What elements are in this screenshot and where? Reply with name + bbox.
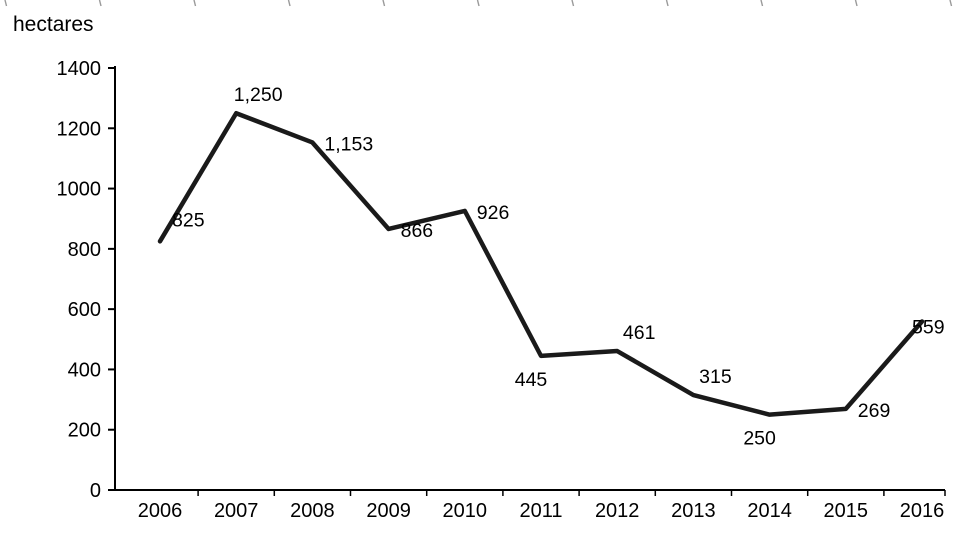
data-point-label: 926: [477, 202, 510, 224]
data-point-label: 445: [515, 369, 548, 391]
data-point-label: 315: [699, 366, 732, 388]
y-tick-label: 800: [68, 239, 101, 261]
x-tick-label: 2016: [900, 500, 945, 522]
top-crop-mark: [760, 0, 764, 7]
top-crop-mark: [98, 0, 102, 7]
top-crop-mark: [949, 0, 953, 7]
top-crop-mark: [476, 0, 480, 7]
top-crop-mark: [287, 0, 291, 7]
x-tick-label: 2015: [824, 500, 869, 522]
top-crop-mark: [4, 0, 8, 7]
x-tick-label: 2007: [214, 500, 259, 522]
data-point-label: 825: [172, 209, 205, 231]
x-tick-label: 2014: [747, 500, 792, 522]
y-tick-label: 1000: [57, 179, 102, 201]
top-crop-mark: [382, 0, 386, 7]
x-tick-label: 2010: [443, 500, 488, 522]
top-crop-mark: [665, 0, 669, 7]
y-tick-label: 1200: [57, 118, 102, 140]
data-point-label: 866: [401, 220, 434, 242]
data-point-label: 250: [743, 428, 776, 450]
x-tick-label: 2006: [138, 500, 183, 522]
x-tick-label: 2012: [595, 500, 640, 522]
x-tick-label: 2013: [671, 500, 716, 522]
top-crop-mark: [193, 0, 197, 7]
data-point-label: 1,250: [234, 84, 283, 106]
x-tick-label: 2011: [519, 500, 562, 522]
y-tick-label: 0: [90, 480, 101, 502]
data-point-label: 461: [623, 322, 656, 344]
y-axis-title: hectares: [13, 13, 94, 36]
line-series: [157, 110, 925, 417]
y-tick-label: 400: [68, 359, 101, 381]
data-point-label: 1,153: [324, 133, 373, 155]
top-crop-mark: [571, 0, 575, 7]
y-tick-label: 1400: [57, 58, 102, 80]
data-point-label: 559: [912, 317, 945, 339]
x-tick-label: 2009: [366, 500, 411, 522]
x-tick-label: 2008: [290, 500, 335, 522]
data-point-label: 269: [858, 400, 891, 422]
y-tick-label: 200: [68, 420, 101, 442]
top-crop-mark: [854, 0, 858, 7]
y-tick-label: 600: [68, 299, 101, 321]
